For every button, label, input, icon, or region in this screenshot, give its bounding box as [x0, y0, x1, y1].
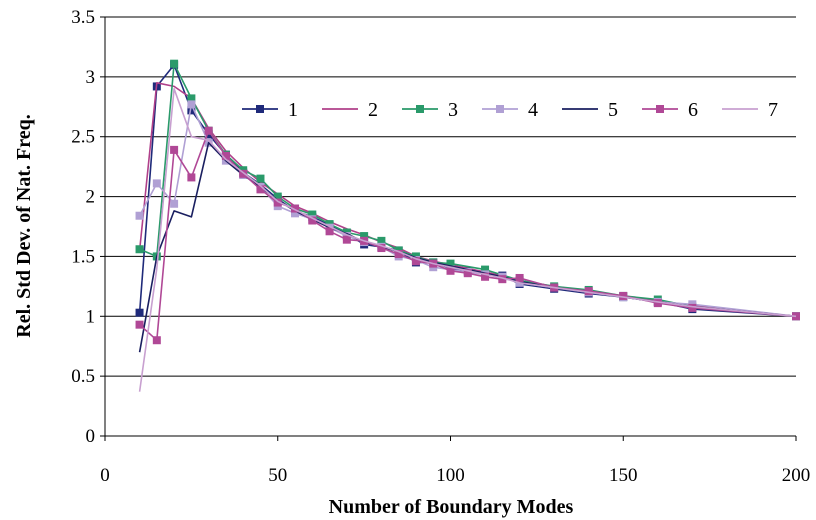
data-point-3-2: [170, 59, 179, 68]
y-tick-label-6: 3: [86, 67, 96, 88]
y-tick-label-3: 1.5: [71, 246, 95, 267]
data-point-6-0: [135, 320, 144, 329]
data-point-6-9: [291, 204, 300, 213]
legend-label-5: 5: [608, 99, 618, 121]
legend-entry-5: 5: [562, 99, 618, 121]
gridlines: [105, 16, 796, 377]
data-point-3-10: [308, 210, 317, 219]
data-point-6-4: [204, 126, 213, 135]
legend-marker-6: [656, 105, 664, 113]
y-tick-label-0: 0: [86, 426, 96, 447]
data-point-4-0: [135, 211, 144, 220]
data-point-6-21: [498, 275, 507, 284]
data-point-6-1: [152, 336, 161, 345]
legend-label-2: 2: [368, 99, 378, 121]
series-7: [138, 88, 797, 392]
data-point-6-6: [239, 169, 248, 178]
data-point-3-8: [273, 192, 282, 201]
data-point-3-19: [481, 265, 490, 274]
x-tick-label-0: 0: [100, 465, 110, 486]
x-tick-label-4: 200: [782, 465, 811, 486]
data-point-1-0: [135, 308, 144, 317]
data-point-4-1: [152, 179, 161, 188]
legend-marker-4: [496, 105, 504, 113]
data-point-6-3: [187, 173, 196, 182]
data-point-6-12: [342, 235, 351, 244]
data-point-6-22: [515, 273, 524, 282]
legend-label-4: 4: [528, 99, 538, 121]
data-point-6-8: [273, 198, 282, 207]
legend-entry-6: 6: [642, 99, 698, 121]
legend-label-3: 3: [448, 99, 458, 121]
legend-entry-4: 4: [482, 99, 538, 121]
series-3: [135, 59, 800, 321]
x-tick-label-3: 150: [609, 465, 638, 486]
data-point-3-13: [360, 232, 369, 241]
data-point-6-16: [411, 257, 420, 266]
y-tick-label-2: 1: [86, 306, 96, 327]
data-point-3-18: [446, 259, 455, 268]
x-tick-labels: 0 50 100 150 200: [100, 465, 810, 486]
data-point-6-18: [446, 266, 455, 275]
data-point-3-7: [256, 174, 265, 183]
x-tick-label-2: 100: [436, 465, 465, 486]
series-1: [135, 60, 800, 321]
data-point-4-3: [187, 100, 196, 109]
data-point-6-27: [688, 303, 697, 312]
data-point-4-9: [291, 209, 300, 218]
data-point-6-24: [584, 287, 593, 296]
data-series: [135, 59, 800, 392]
data-point-6-25: [619, 291, 628, 300]
legend-label-7: 7: [768, 99, 778, 121]
data-point-6-7: [256, 185, 265, 194]
series-line-5: [138, 141, 797, 353]
data-point-3-3: [187, 94, 196, 103]
y-axis-title: Rel. Std Dev. of Nat. Freq.: [13, 114, 35, 338]
series-line-4: [138, 103, 797, 318]
y-tick-label-4: 2: [86, 187, 96, 208]
data-point-1-3: [187, 106, 196, 115]
data-point-6-11: [325, 227, 334, 236]
y-tick-label-5: 2.5: [71, 127, 95, 148]
series-4: [135, 100, 800, 321]
data-point-6-15: [394, 250, 403, 259]
x-tick-label-1: 50: [268, 465, 287, 486]
y-tick-label-1: 0.5: [71, 366, 95, 387]
legend-marker-3: [416, 105, 424, 113]
legend-entry-7: 7: [722, 99, 778, 121]
legend-label-6: 6: [688, 99, 698, 121]
legend: 1 2 3 4 5 6 7: [242, 99, 778, 121]
data-point-6-14: [377, 244, 386, 253]
data-point-6-10: [308, 216, 317, 225]
series-5: [138, 141, 797, 353]
legend-entry-2: 2: [322, 99, 378, 121]
y-tick-label-7: 3.5: [71, 7, 95, 28]
data-point-6-20: [481, 272, 490, 281]
y-tick-labels: 0 0.5 1 1.5 2 2.5 3 3.5: [71, 7, 95, 447]
x-axis-title: Number of Boundary Modes: [329, 496, 574, 518]
axes: [100, 16, 797, 441]
legend-label-1: 1: [288, 99, 298, 121]
data-point-4-2: [170, 199, 179, 208]
data-point-6-5: [221, 151, 230, 160]
series-line-7: [138, 88, 797, 392]
data-point-3-0: [135, 245, 144, 254]
data-point-6-26: [653, 299, 662, 308]
data-point-6-19: [463, 269, 472, 278]
data-point-6-2: [170, 145, 179, 154]
legend-entry-3: 3: [402, 99, 458, 121]
data-point-3-14: [377, 236, 386, 245]
legend-entry-1: 1: [242, 99, 298, 121]
legend-marker-1: [256, 105, 264, 113]
